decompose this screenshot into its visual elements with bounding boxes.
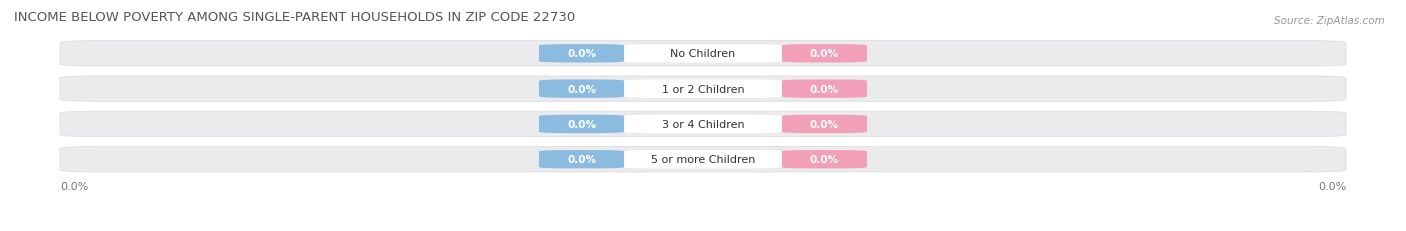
FancyBboxPatch shape <box>782 45 868 63</box>
Text: INCOME BELOW POVERTY AMONG SINGLE-PARENT HOUSEHOLDS IN ZIP CODE 22730: INCOME BELOW POVERTY AMONG SINGLE-PARENT… <box>14 11 575 24</box>
FancyBboxPatch shape <box>60 77 1346 102</box>
Text: 0.0%: 0.0% <box>810 49 839 59</box>
Text: 5 or more Children: 5 or more Children <box>651 155 755 164</box>
FancyBboxPatch shape <box>782 115 868 134</box>
Text: 0.0%: 0.0% <box>810 155 839 164</box>
Text: 0.0%: 0.0% <box>567 84 596 94</box>
FancyBboxPatch shape <box>538 80 624 98</box>
FancyBboxPatch shape <box>624 115 782 134</box>
FancyBboxPatch shape <box>538 150 624 169</box>
Text: 0.0%: 0.0% <box>567 155 596 164</box>
FancyBboxPatch shape <box>782 150 868 169</box>
Text: 0.0%: 0.0% <box>567 49 596 59</box>
Text: Source: ZipAtlas.com: Source: ZipAtlas.com <box>1274 16 1385 26</box>
Text: 3 or 4 Children: 3 or 4 Children <box>662 119 744 129</box>
Text: 0.0%: 0.0% <box>567 119 596 129</box>
FancyBboxPatch shape <box>60 147 1346 172</box>
FancyBboxPatch shape <box>624 45 782 63</box>
FancyBboxPatch shape <box>538 115 624 134</box>
FancyBboxPatch shape <box>624 80 782 98</box>
FancyBboxPatch shape <box>60 112 1346 137</box>
Text: 0.0%: 0.0% <box>810 84 839 94</box>
FancyBboxPatch shape <box>60 41 1346 67</box>
FancyBboxPatch shape <box>624 150 782 169</box>
Text: 0.0%: 0.0% <box>60 181 89 191</box>
Text: No Children: No Children <box>671 49 735 59</box>
Text: 0.0%: 0.0% <box>810 119 839 129</box>
Text: 1 or 2 Children: 1 or 2 Children <box>662 84 744 94</box>
FancyBboxPatch shape <box>538 45 624 63</box>
Text: 0.0%: 0.0% <box>1317 181 1346 191</box>
FancyBboxPatch shape <box>782 80 868 98</box>
